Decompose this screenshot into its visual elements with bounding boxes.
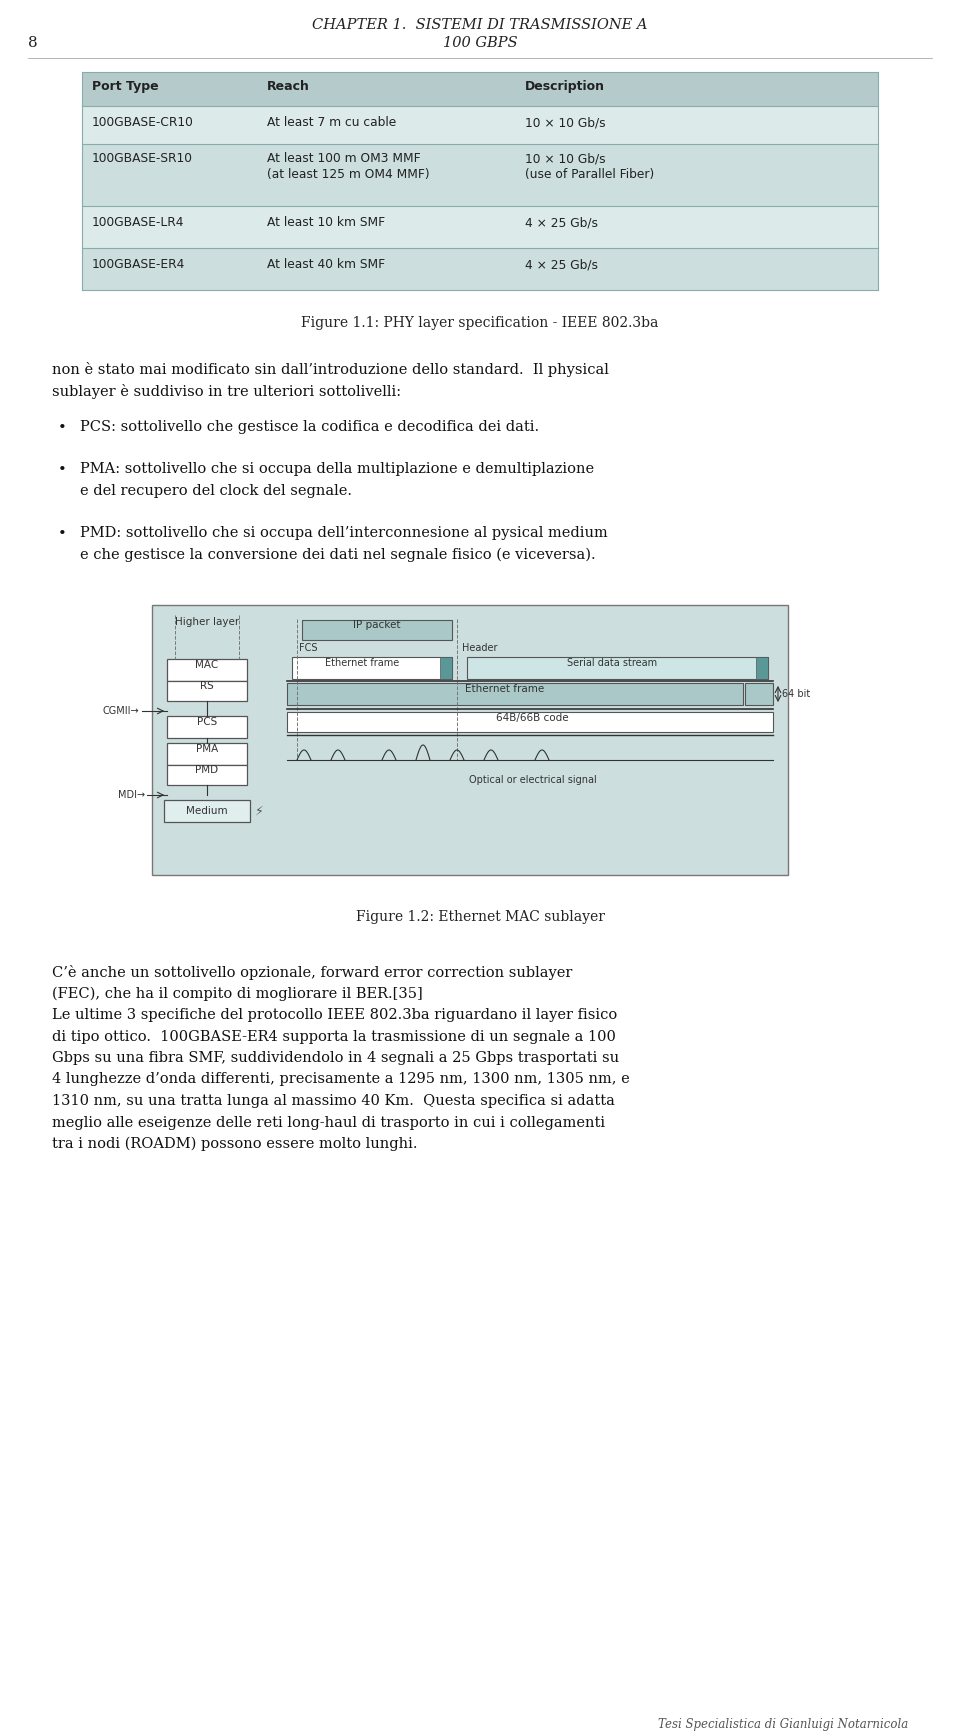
Bar — [82, 106, 878, 144]
Text: At least 7 m cu cable: At least 7 m cu cable — [267, 116, 396, 128]
Text: 100GBASE-LR4: 100GBASE-LR4 — [92, 215, 184, 229]
Text: At least 10 km SMF: At least 10 km SMF — [267, 215, 385, 229]
Text: Figure 1.1: PHY layer specification - IEEE 802.3ba: Figure 1.1: PHY layer specification - IE… — [301, 316, 659, 330]
Text: Reach: Reach — [267, 80, 310, 94]
Bar — [467, 656, 768, 679]
Text: PCS: sottolivello che gestisce la codifica e decodifica dei dati.: PCS: sottolivello che gestisce la codifi… — [80, 420, 540, 434]
Bar — [167, 743, 247, 766]
Bar — [745, 682, 773, 705]
Text: non è stato mai modificato sin dall’introduzione dello standard.  Il physical: non è stato mai modificato sin dall’intr… — [52, 363, 609, 377]
Bar — [167, 660, 247, 681]
Text: ⚡: ⚡ — [255, 804, 264, 818]
Text: 10 × 10 Gb/s: 10 × 10 Gb/s — [525, 116, 606, 128]
Text: •: • — [58, 528, 67, 542]
Text: MAC: MAC — [196, 660, 219, 670]
Bar — [167, 681, 247, 701]
Bar — [287, 712, 773, 733]
Text: 10 × 10 Gb/s: 10 × 10 Gb/s — [525, 153, 606, 165]
Text: PMD: sottolivello che si occupa dell’interconnesione al pysical medium: PMD: sottolivello che si occupa dell’int… — [80, 526, 608, 540]
Text: (FEC), che ha il compito di mogliorare il BER.[35]: (FEC), che ha il compito di mogliorare i… — [52, 986, 422, 1002]
Text: Optical or electrical signal: Optical or electrical signal — [468, 774, 596, 785]
Bar — [82, 248, 878, 290]
Text: Ethernet frame: Ethernet frame — [324, 658, 399, 668]
Bar — [292, 656, 452, 679]
Text: 100GBASE-CR10: 100GBASE-CR10 — [92, 116, 194, 128]
Text: 4 × 25 Gb/s: 4 × 25 Gb/s — [525, 215, 598, 229]
Bar — [167, 766, 247, 785]
Text: At least 40 km SMF: At least 40 km SMF — [267, 259, 385, 271]
Text: Tesi Specialistica di Gianluigi Notarnicola: Tesi Specialistica di Gianluigi Notarnic… — [658, 1719, 908, 1731]
Bar — [302, 620, 452, 641]
Text: 4 × 25 Gb/s: 4 × 25 Gb/s — [525, 259, 598, 271]
Text: 4 lunghezze d’onda differenti, precisamente a 1295 nm, 1300 nm, 1305 nm, e: 4 lunghezze d’onda differenti, precisame… — [52, 1073, 630, 1087]
Bar — [152, 606, 788, 875]
Text: 100GBASE-ER4: 100GBASE-ER4 — [92, 259, 185, 271]
Text: (at least 125 m OM4 MMF): (at least 125 m OM4 MMF) — [267, 168, 430, 181]
Bar — [756, 656, 768, 679]
Text: 100GBASE-SR10: 100GBASE-SR10 — [92, 153, 193, 165]
Bar — [440, 656, 452, 679]
Text: Header: Header — [462, 642, 497, 653]
Text: MDI→: MDI→ — [118, 790, 145, 800]
Bar — [82, 71, 878, 106]
Text: •: • — [58, 422, 67, 436]
Text: PMD: PMD — [196, 766, 219, 774]
Text: 1310 nm, su una tratta lunga al massimo 40 Km.  Questa specifica si adatta: 1310 nm, su una tratta lunga al massimo … — [52, 1094, 614, 1108]
Text: Gbps su una fibra SMF, suddividendolo in 4 segnali a 25 Gbps trasportati su: Gbps su una fibra SMF, suddividendolo in… — [52, 1050, 619, 1064]
Text: Ethernet frame: Ethernet frame — [466, 684, 544, 694]
Text: tra i nodi (ROADM) possono essere molto lunghi.: tra i nodi (ROADM) possono essere molto … — [52, 1137, 418, 1151]
Text: At least 100 m OM3 MMF: At least 100 m OM3 MMF — [267, 153, 420, 165]
Bar — [167, 715, 247, 738]
Bar — [82, 207, 878, 248]
Bar — [82, 144, 878, 207]
Text: Port Type: Port Type — [92, 80, 158, 94]
Text: sublayer è suddiviso in tre ulteriori sottolivelli:: sublayer è suddiviso in tre ulteriori so… — [52, 384, 401, 399]
Text: (use of Parallel Fiber): (use of Parallel Fiber) — [525, 168, 655, 181]
Text: CHAPTER 1.  SISTEMI DI TRASMISSIONE A: CHAPTER 1. SISTEMI DI TRASMISSIONE A — [312, 17, 648, 31]
Text: 100 GBPS: 100 GBPS — [443, 36, 517, 50]
Text: 8: 8 — [28, 36, 37, 50]
Text: e che gestisce la conversione dei dati nel segnale fisico (e viceversa).: e che gestisce la conversione dei dati n… — [80, 549, 595, 562]
Text: Description: Description — [525, 80, 605, 94]
Text: FCS: FCS — [299, 642, 318, 653]
Bar — [287, 682, 743, 705]
Text: Le ultime 3 specifiche del protocollo IEEE 802.3ba riguardano il layer fisico: Le ultime 3 specifiche del protocollo IE… — [52, 1009, 617, 1023]
Text: Higher layer: Higher layer — [175, 616, 239, 627]
Text: •: • — [58, 464, 67, 477]
Text: 64B/66B code: 64B/66B code — [496, 713, 569, 722]
Text: C’è anche un sottolivello opzionale, forward error correction sublayer: C’è anche un sottolivello opzionale, for… — [52, 965, 572, 981]
Text: di tipo ottico.  100GBASE-ER4 supporta la trasmissione di un segnale a 100: di tipo ottico. 100GBASE-ER4 supporta la… — [52, 1029, 616, 1043]
Text: 64 bit: 64 bit — [782, 689, 810, 700]
Text: e del recupero del clock del segnale.: e del recupero del clock del segnale. — [80, 484, 352, 498]
Text: Serial data stream: Serial data stream — [567, 658, 658, 668]
Text: PMA: sottolivello che si occupa della multiplazione e demultiplazione: PMA: sottolivello che si occupa della mu… — [80, 462, 594, 476]
Text: PMA: PMA — [196, 745, 218, 753]
Bar — [164, 800, 250, 823]
Text: meglio alle eseigenze delle reti long-haul di trasporto in cui i collegamenti: meglio alle eseigenze delle reti long-ha… — [52, 1116, 605, 1130]
Text: CGMII→: CGMII→ — [103, 707, 139, 715]
Text: Figure 1.2: Ethernet MAC sublayer: Figure 1.2: Ethernet MAC sublayer — [355, 910, 605, 924]
Text: RS: RS — [200, 681, 214, 691]
Text: IP packet: IP packet — [353, 620, 400, 630]
Text: PCS: PCS — [197, 717, 217, 727]
Text: Medium: Medium — [186, 806, 228, 816]
